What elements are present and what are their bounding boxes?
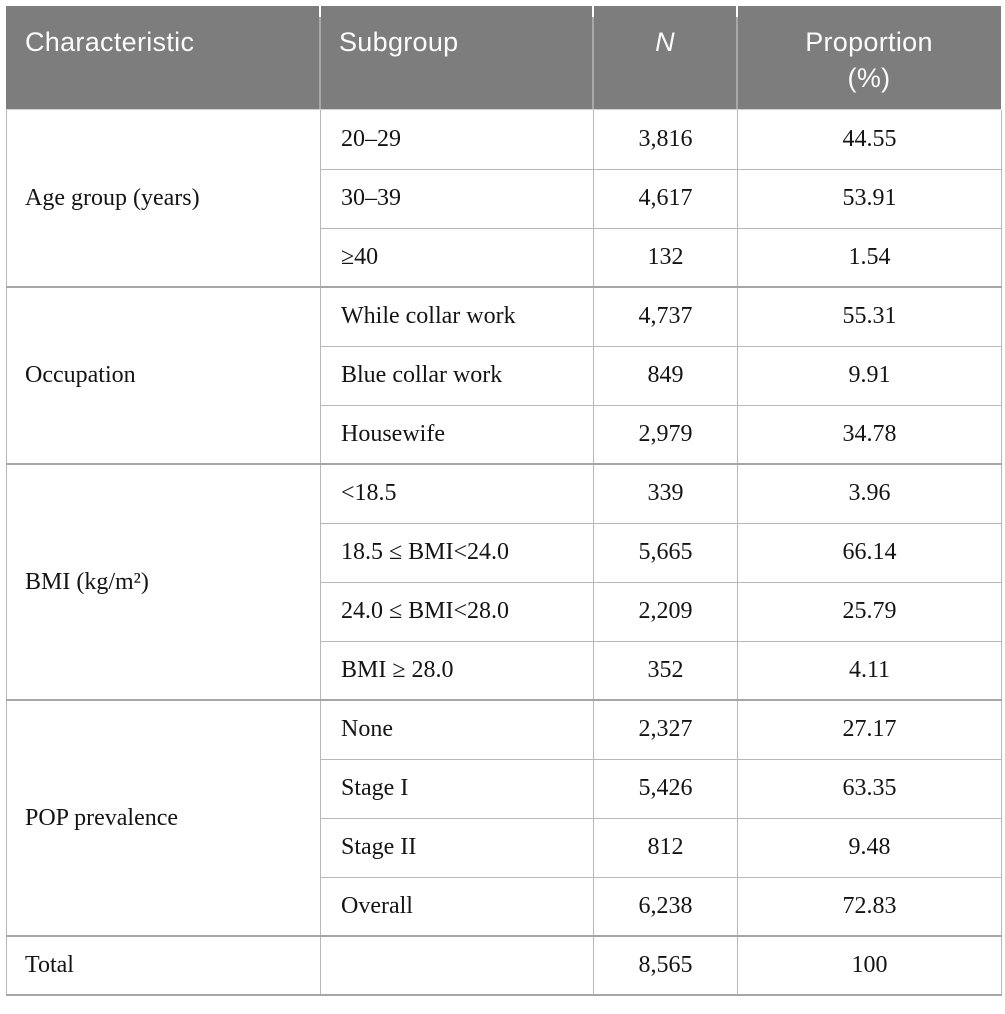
characteristic-cell: Age group (years) bbox=[6, 110, 321, 288]
proportion-cell: 34.78 bbox=[737, 404, 1002, 465]
proportion-cell: 27.17 bbox=[737, 699, 1002, 760]
proportion-cell: 55.31 bbox=[737, 286, 1002, 347]
table-header-row: Characteristic Subgroup N Proportion (%) bbox=[6, 6, 1001, 110]
table-row: BMI ≥ 28.0 352 4.11 bbox=[7, 640, 1002, 701]
characteristic-cell: BMI (kg/m²) bbox=[6, 463, 321, 701]
subgroup-cell: Housewife bbox=[320, 404, 594, 465]
proportion-cell: 25.79 bbox=[737, 581, 1002, 642]
table-row: Stage II 812 9.48 bbox=[7, 817, 1002, 878]
table-row: ≥40 132 1.54 bbox=[7, 227, 1002, 288]
characteristic-cell: POP prevalence bbox=[6, 699, 321, 937]
header-proportion: Proportion (%) bbox=[736, 6, 1001, 109]
n-cell: 4,737 bbox=[593, 286, 738, 347]
proportion-cell: 72.83 bbox=[737, 876, 1002, 937]
subgroup-cell: Overall bbox=[320, 876, 594, 937]
table-row: 24.0 ≤ BMI<28.0 2,209 25.79 bbox=[7, 581, 1002, 642]
n-cell: 812 bbox=[593, 817, 738, 878]
table-row: POP prevalence None 2,327 27.17 bbox=[6, 699, 1002, 937]
subgroup-cell: Blue collar work bbox=[320, 345, 594, 406]
characteristic-cell: Occupation bbox=[6, 286, 321, 465]
table-row: Overall 6,238 72.83 bbox=[7, 876, 1002, 937]
n-cell: 352 bbox=[593, 640, 738, 701]
n-cell: 3,816 bbox=[593, 110, 738, 170]
total-label-cell: Total bbox=[6, 935, 321, 996]
subgroup-cell: None bbox=[320, 699, 594, 760]
proportion-cell: 4.11 bbox=[737, 640, 1002, 701]
table-row: BMI (kg/m²) <18.5 339 3.96 bbox=[6, 463, 1002, 701]
table-body: Age group (years) 20–29 3,816 44.55 30–3… bbox=[6, 110, 1002, 996]
header-subgroup: Subgroup bbox=[319, 6, 593, 109]
subgroup-cell: <18.5 bbox=[320, 463, 594, 524]
subgroup-cell: BMI ≥ 28.0 bbox=[320, 640, 594, 701]
table-row: Blue collar work 849 9.91 bbox=[7, 345, 1002, 406]
n-cell: 2,209 bbox=[593, 581, 738, 642]
total-subgroup-cell bbox=[320, 935, 594, 996]
n-cell: 5,665 bbox=[593, 522, 738, 583]
subgroup-cell: While collar work bbox=[320, 286, 594, 347]
proportion-cell: 1.54 bbox=[737, 227, 1002, 288]
table-row: Age group (years) 20–29 3,816 44.55 bbox=[6, 110, 1002, 288]
n-cell: 339 bbox=[593, 463, 738, 524]
subgroup-cell: Stage II bbox=[320, 817, 594, 878]
total-row: Total 8,565 100 bbox=[6, 935, 1002, 996]
table-row: Stage I 5,426 63.35 bbox=[7, 758, 1002, 819]
n-cell: 4,617 bbox=[593, 168, 738, 229]
subgroup-cell: ≥40 bbox=[320, 227, 594, 288]
subgroup-cell: 18.5 ≤ BMI<24.0 bbox=[320, 522, 594, 583]
subgroup-cell: 30–39 bbox=[320, 168, 594, 229]
n-cell: 6,238 bbox=[593, 876, 738, 937]
n-cell: 849 bbox=[593, 345, 738, 406]
header-characteristic: Characteristic bbox=[25, 27, 195, 57]
proportion-cell: 44.55 bbox=[737, 110, 1002, 170]
n-cell: 2,327 bbox=[593, 699, 738, 760]
proportion-cell: 9.91 bbox=[737, 345, 1002, 406]
proportion-cell: 66.14 bbox=[737, 522, 1002, 583]
proportion-cell: 53.91 bbox=[737, 168, 1002, 229]
header-n: N bbox=[592, 6, 737, 109]
table-row: Occupation While collar work 4,737 55.31 bbox=[6, 286, 1002, 465]
header-proportion-line1: Proportion bbox=[805, 27, 933, 57]
subgroup-cell: Stage I bbox=[320, 758, 594, 819]
table-row: 30–39 4,617 53.91 bbox=[7, 168, 1002, 229]
header-proportion-line2: (%) bbox=[847, 63, 891, 93]
subgroup-cell: 24.0 ≤ BMI<28.0 bbox=[320, 581, 594, 642]
proportion-cell: 9.48 bbox=[737, 817, 1002, 878]
total-n-cell: 8,565 bbox=[593, 935, 738, 996]
n-cell: 5,426 bbox=[593, 758, 738, 819]
n-cell: 132 bbox=[593, 227, 738, 288]
proportion-cell: 3.96 bbox=[737, 463, 1002, 524]
total-proportion-cell: 100 bbox=[737, 935, 1002, 996]
proportion-cell: 63.35 bbox=[737, 758, 1002, 819]
n-cell: 2,979 bbox=[593, 404, 738, 465]
characteristics-table: Characteristic Subgroup N Proportion (%)… bbox=[6, 6, 1002, 996]
subgroup-cell: 20–29 bbox=[320, 110, 594, 170]
table-row: Housewife 2,979 34.78 bbox=[7, 404, 1002, 465]
